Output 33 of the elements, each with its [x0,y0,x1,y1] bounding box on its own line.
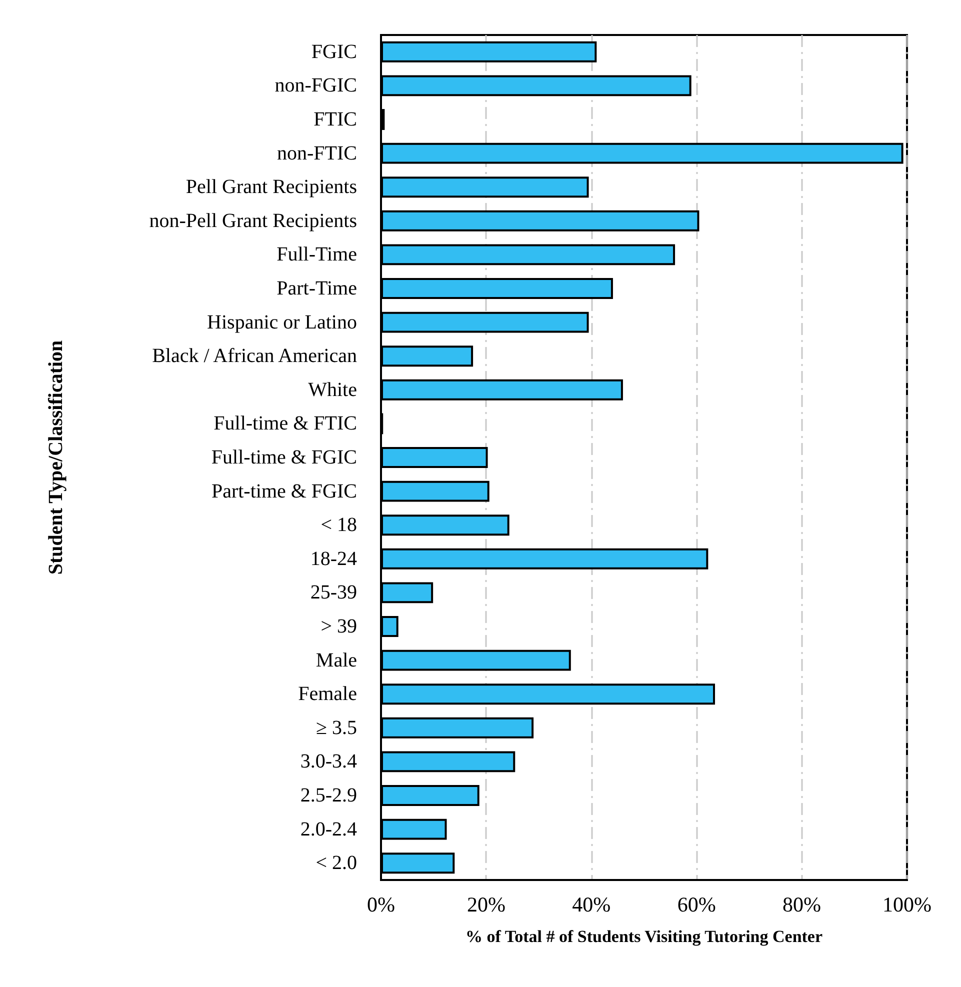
y-tick-label: 25-39 [310,582,357,604]
y-tick-label: 2.5-2.9 [300,784,357,806]
x-tick-label: 20% [466,892,506,916]
y-tick-label: Hispanic or Latino [207,311,357,334]
y-tick-label: 3.0-3.4 [300,750,357,773]
y-tick-label: FTIC [314,108,357,130]
y-tick-label: White [308,378,358,401]
y-tick-label: Pell Grant Recipients [186,176,358,198]
y-tick-label: FGIC [311,40,357,63]
y-tick-label: < 2.0 [316,852,357,874]
x-tick-label: 100% [882,892,932,916]
x-tick-label: 80% [782,892,822,916]
x-tick-label: 0% [367,892,395,916]
y-tick-label: non-FGIC [274,74,357,97]
x-tick-label: 60% [677,892,716,916]
y-tick-label: < 18 [320,514,357,536]
x-axis-title: % of Total # of Students Visiting Tutoring Center [465,927,823,946]
y-tick-label: 2.0-2.4 [300,818,357,840]
y-tick-label: > 39 [320,616,357,638]
y-tick-label: Female [298,683,358,706]
y-tick-label: Male [316,649,358,672]
y-tick-label: Part-time & FGIC [211,480,357,502]
y-tick-label: non-FTIC [277,142,357,164]
y-tick-label: Full-Time [276,244,358,266]
y-tick-label: Black / African American [152,345,357,368]
y-tick-label: non-Pell Grant Recipients [149,210,358,232]
y-axis-title: Student Type/Classification [45,340,67,575]
y-tick-label: Part-Time [276,278,358,300]
x-tick-label: 40% [572,892,611,916]
y-tick-label: 18-24 [310,548,357,570]
y-tick-label: Full-time & FGIC [211,446,357,468]
y-tick-label: Full-time & FTIC [214,412,357,435]
y-tick-label: ≥ 3.5 [316,716,357,739]
